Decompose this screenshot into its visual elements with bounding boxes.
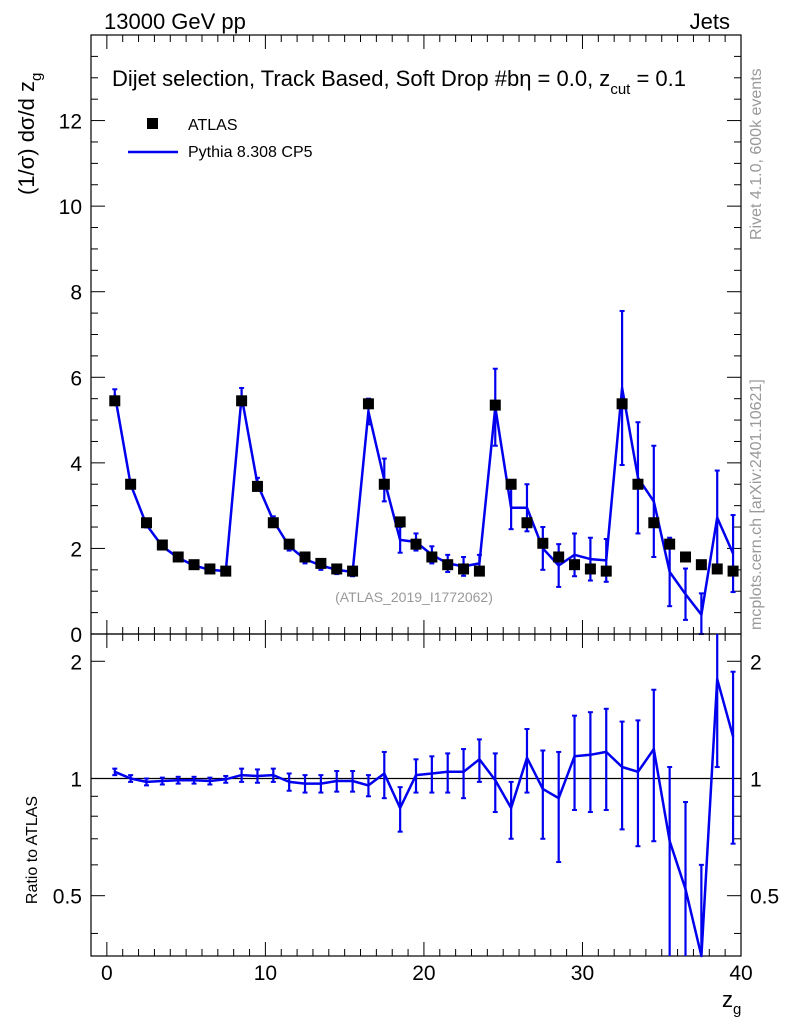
atlas-data-point [172, 551, 184, 563]
atlas-data-point [109, 395, 121, 407]
atlas-data-point [489, 399, 501, 411]
atlas-data-point [267, 517, 279, 529]
main-y-tick-labels: 0 2 4 6 8 10 12 [59, 111, 83, 647]
atlas-data-point [584, 563, 596, 575]
atlas-data-point [505, 478, 517, 490]
ratio-y-axis-label: Ratio to ATLAS [24, 796, 41, 904]
atlas-data-point [362, 398, 374, 410]
plot-title: Dijet selection, Track Based, Soft Drop … [112, 66, 686, 98]
x-tick-label: 10 [254, 962, 277, 985]
ratio-y-tick-label: 0.5 [53, 886, 82, 909]
x-tick-label: 20 [412, 962, 435, 985]
atlas-data-point [283, 538, 295, 550]
x-tick-labels: 0 10 20 30 40 [101, 962, 753, 985]
atlas-data-point [140, 517, 152, 529]
atlas-data-point [711, 563, 723, 575]
atlas-data-point [426, 551, 438, 563]
main-y-tick-label: 6 [70, 367, 82, 390]
mc-series-ratio [112, 634, 736, 958]
legend-label-atlas: ATLAS [188, 117, 238, 134]
main-y-tick-label: 2 [70, 538, 82, 561]
x-axis-label: zg [722, 987, 741, 1018]
atlas-data-point [632, 478, 644, 490]
atlas-data-point [204, 563, 216, 575]
data-series-main [109, 395, 739, 577]
atlas-data-point [394, 516, 406, 528]
rivet-version-label: Rivet 4.1.0, 600k events [748, 68, 765, 240]
atlas-data-point [473, 565, 485, 577]
ratio-panel-frame [90, 633, 742, 957]
atlas-data-point [315, 557, 327, 569]
main-y-tick-label: 8 [70, 282, 82, 305]
ratio-axis-ticks [91, 634, 742, 956]
ratio-panel: 0.5 0.5 1 1 2 2 0 10 20 30 40 Ratio to ATLAS zg [24, 633, 779, 1018]
atlas-data-point [156, 539, 168, 551]
atlas-data-point [664, 538, 676, 550]
atlas-data-point [458, 563, 470, 575]
legend: ATLAS Pythia 8.308 CP5 [128, 117, 313, 161]
atlas-data-point [569, 559, 581, 571]
atlas-data-point [347, 565, 359, 577]
atlas-data-point [410, 538, 422, 550]
ratio-y-tick-label-right: 2 [750, 651, 762, 674]
main-y-tick-label: 0 [70, 624, 82, 647]
header-category-label: Jets [690, 9, 730, 34]
atlas-data-point [727, 565, 739, 577]
ratio-y-tick-label-right: 0.5 [750, 886, 779, 909]
legend-marker-atlas [147, 118, 158, 129]
atlas-data-point [616, 398, 628, 410]
atlas-data-point [680, 551, 692, 563]
main-y-axis-label: (1/σ) dσ/d zg [14, 73, 45, 195]
analysis-watermark: (ATLAS_2019_I1772062) [335, 589, 493, 605]
atlas-data-point [125, 478, 137, 490]
atlas-data-point [236, 395, 248, 407]
atlas-data-point [188, 559, 200, 571]
mc-series-main [112, 309, 736, 635]
ratio-y-tick-labels: 0.5 0.5 1 1 2 2 [53, 651, 779, 908]
x-tick-label: 40 [729, 962, 752, 985]
atlas-data-point [648, 517, 660, 529]
ratio-y-tick-label: 1 [70, 768, 82, 791]
legend-label-pythia: Pythia 8.308 CP5 [188, 144, 313, 161]
atlas-data-point [220, 565, 232, 577]
ratio-y-tick-label: 2 [70, 651, 82, 674]
atlas-data-point [553, 551, 565, 563]
atlas-data-point [600, 565, 612, 577]
atlas-data-point [378, 478, 390, 490]
x-tick-label: 0 [101, 962, 113, 985]
header-process-label: 13000 GeV pp [104, 9, 246, 34]
x-tick-label: 30 [571, 962, 594, 985]
atlas-data-point [521, 517, 533, 529]
atlas-data-point [299, 551, 311, 563]
mc-line-ratio [114, 677, 735, 958]
atlas-data-point [442, 559, 454, 571]
mc-line-main [113, 386, 735, 616]
atlas-data-point [537, 537, 549, 549]
mcplots-label: mcplots.cern.ch [arXiv:2401.10621] [748, 379, 765, 630]
main-y-tick-label: 4 [70, 453, 82, 476]
atlas-data-point [695, 559, 707, 571]
atlas-data-point [331, 563, 343, 575]
ratio-y-tick-label-right: 1 [750, 768, 762, 791]
main-y-tick-label: 12 [59, 111, 82, 134]
main-y-tick-label: 10 [59, 196, 82, 219]
main-panel: 0 2 4 6 8 10 12 (ATLAS_2019_I1772062) Dijet se… [14, 34, 742, 647]
atlas-data-point [251, 480, 263, 492]
